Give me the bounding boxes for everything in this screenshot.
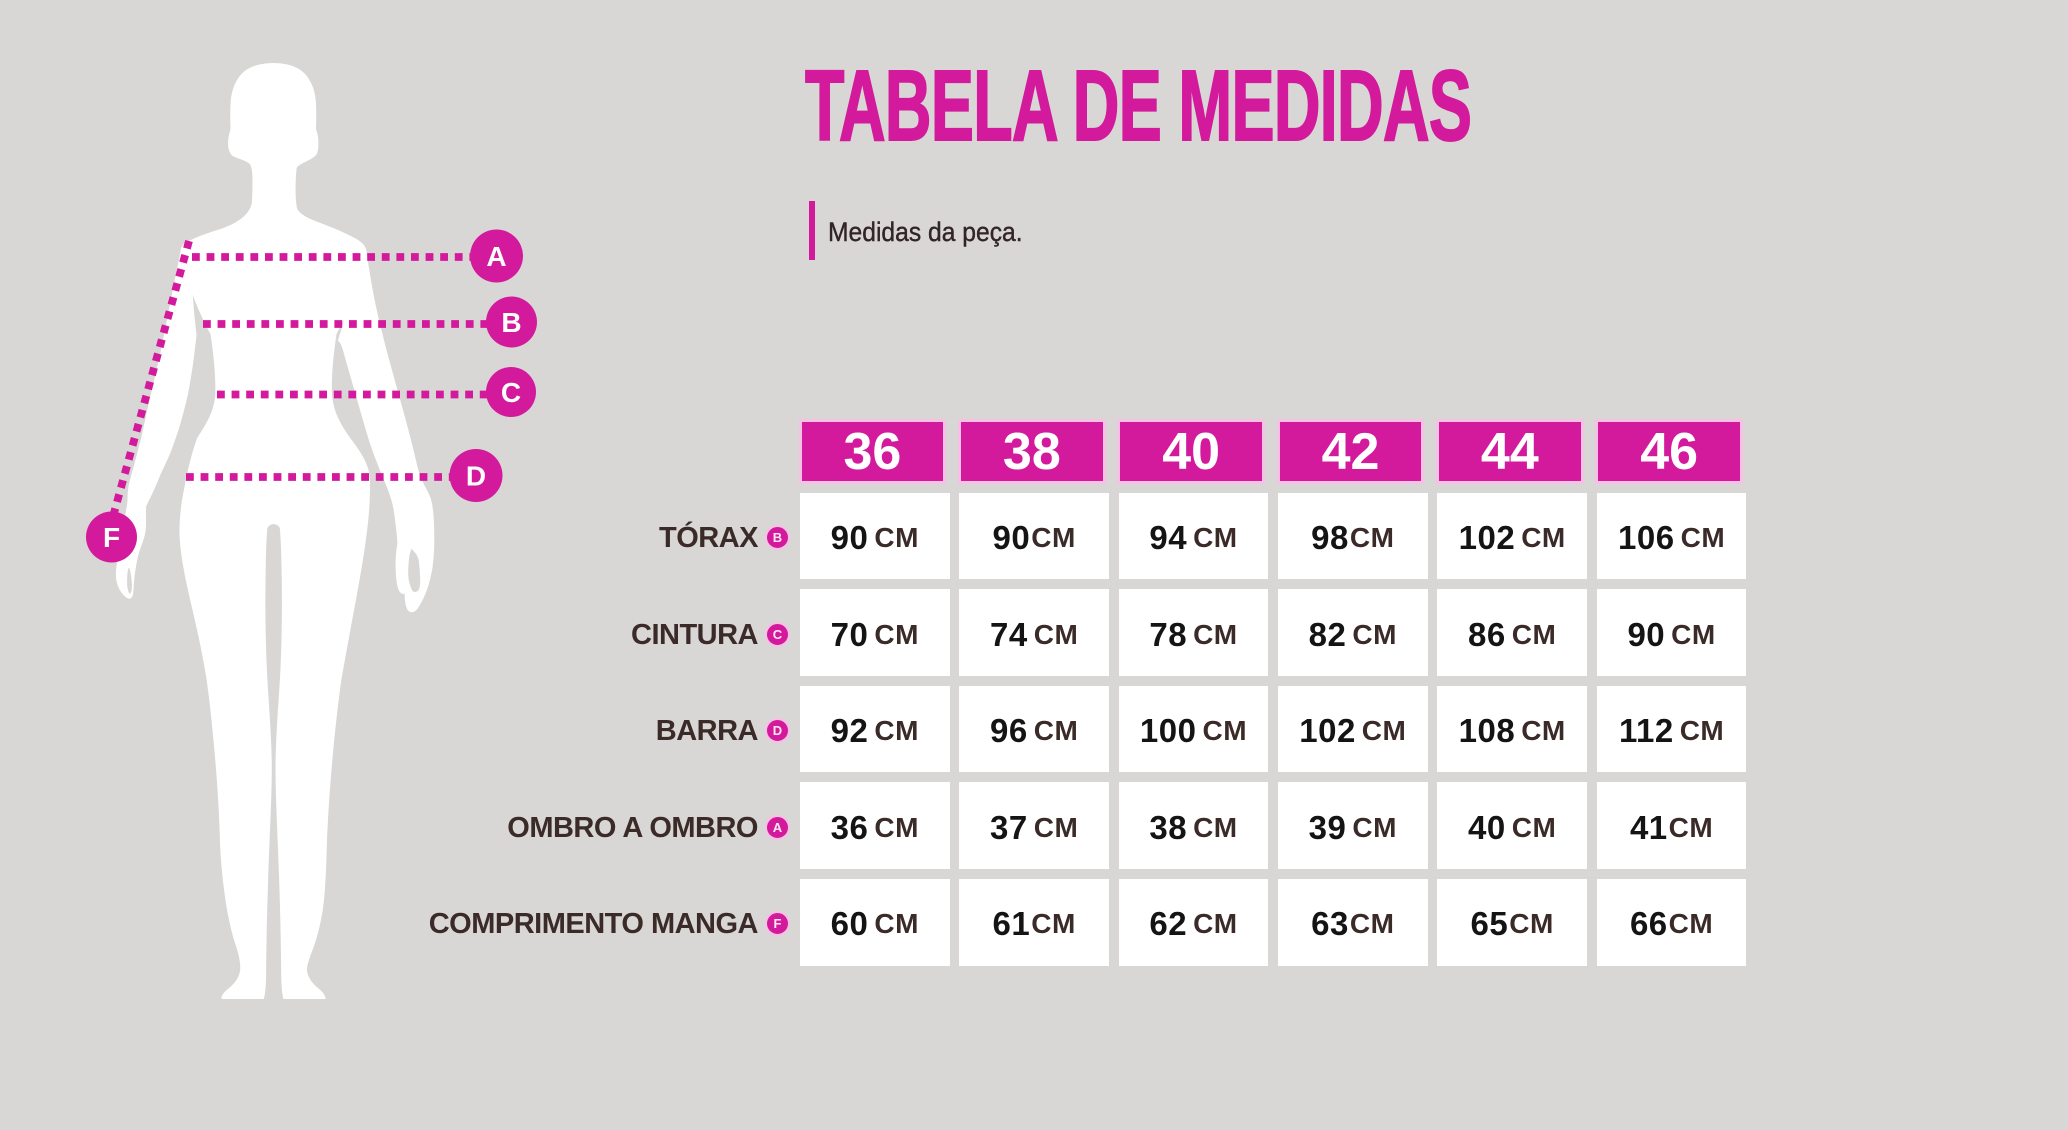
svg-text:B: B xyxy=(501,307,521,338)
svg-text:D: D xyxy=(466,461,486,492)
svg-text:C: C xyxy=(501,377,521,408)
svg-text:A: A xyxy=(486,241,506,272)
svg-text:F: F xyxy=(103,522,120,553)
